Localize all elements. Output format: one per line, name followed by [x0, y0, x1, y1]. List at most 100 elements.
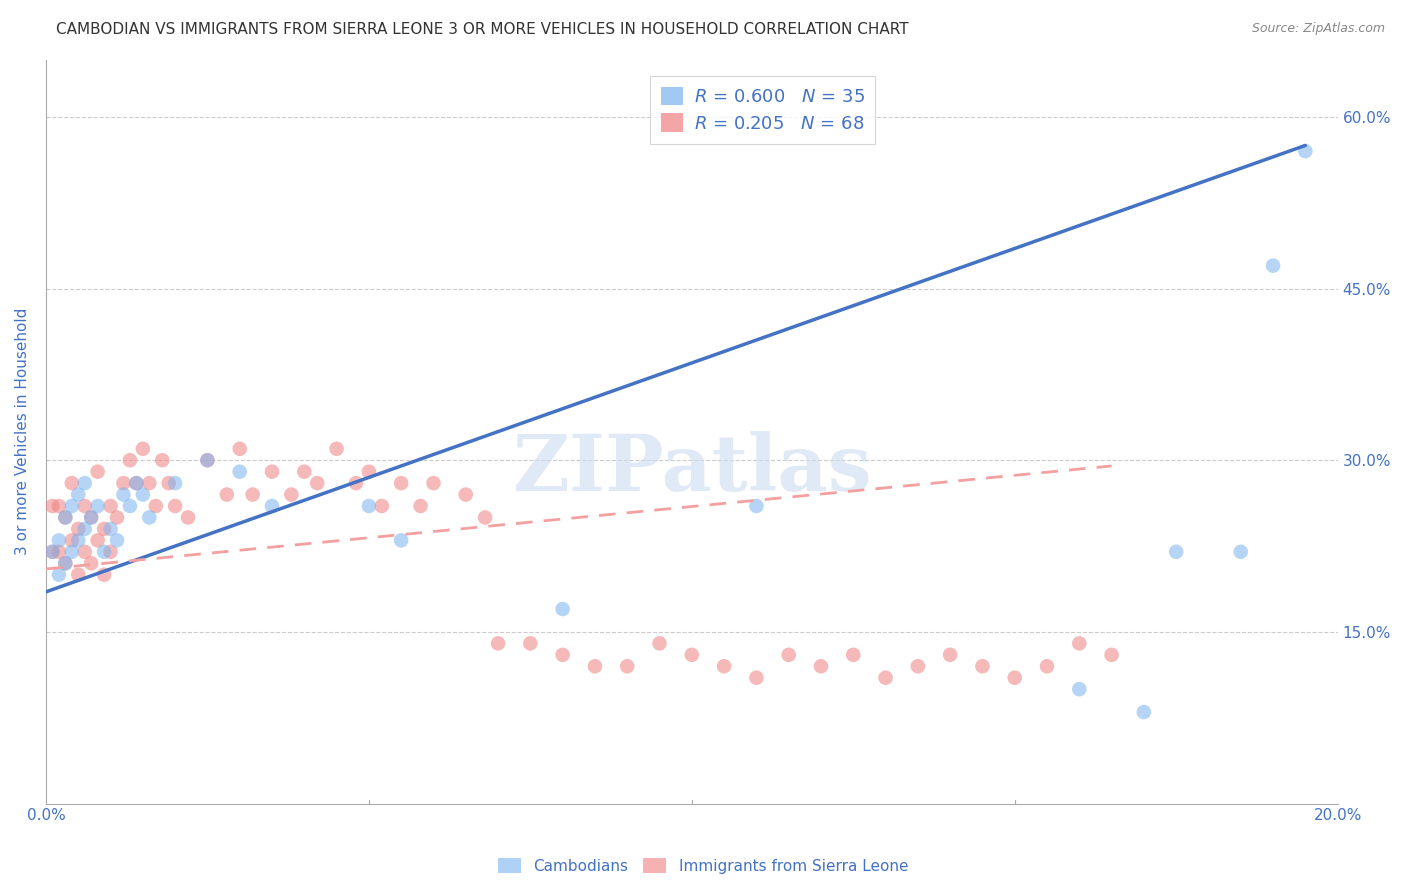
Point	[93, 545, 115, 559]
Point	[228, 442, 250, 456]
Point	[100, 522, 122, 536]
Point	[165, 476, 187, 491]
Legend: $\mathit{R}$ = 0.600   $\mathit{N}$ = 35, $\mathit{R}$ = 0.205   $\mathit{N}$ = : $\mathit{R}$ = 0.600 $\mathit{N}$ = 35, …	[650, 76, 876, 144]
Point	[86, 465, 108, 479]
Point	[132, 442, 155, 456]
Point	[41, 545, 63, 559]
Point	[67, 533, 90, 548]
Point	[371, 499, 394, 513]
Point	[486, 636, 509, 650]
Point	[67, 567, 90, 582]
Point	[165, 499, 187, 513]
Point	[1261, 259, 1284, 273]
Point	[48, 533, 70, 548]
Point	[280, 487, 302, 501]
Point	[389, 476, 412, 491]
Point	[939, 648, 962, 662]
Point	[1166, 545, 1188, 559]
Point	[145, 499, 167, 513]
Point	[60, 545, 83, 559]
Point	[242, 487, 264, 501]
Point	[197, 453, 219, 467]
Point	[215, 487, 238, 501]
Point	[60, 499, 83, 513]
Point	[53, 510, 76, 524]
Point	[73, 499, 96, 513]
Point	[307, 476, 329, 491]
Text: Source: ZipAtlas.com: Source: ZipAtlas.com	[1251, 22, 1385, 36]
Point	[48, 499, 70, 513]
Point	[73, 476, 96, 491]
Point	[551, 648, 574, 662]
Point	[681, 648, 703, 662]
Text: CAMBODIAN VS IMMIGRANTS FROM SIERRA LEONE 3 OR MORE VEHICLES IN HOUSEHOLD CORREL: CAMBODIAN VS IMMIGRANTS FROM SIERRA LEON…	[56, 22, 908, 37]
Point	[48, 567, 70, 582]
Y-axis label: 3 or more Vehicles in Household: 3 or more Vehicles in Household	[15, 308, 30, 556]
Text: ZIPatlas: ZIPatlas	[512, 431, 872, 507]
Point	[1004, 671, 1026, 685]
Point	[73, 545, 96, 559]
Point	[357, 499, 380, 513]
Point	[118, 453, 141, 467]
Point	[100, 545, 122, 559]
Point	[713, 659, 735, 673]
Point	[1229, 545, 1251, 559]
Point	[344, 476, 367, 491]
Point	[86, 499, 108, 513]
Point	[745, 671, 768, 685]
Point	[67, 487, 90, 501]
Point	[519, 636, 541, 650]
Point	[150, 453, 173, 467]
Point	[1069, 682, 1091, 697]
Legend: Cambodians, Immigrants from Sierra Leone: Cambodians, Immigrants from Sierra Leone	[492, 852, 914, 880]
Point	[1036, 659, 1059, 673]
Point	[972, 659, 994, 673]
Point	[292, 465, 315, 479]
Point	[80, 510, 103, 524]
Point	[422, 476, 444, 491]
Point	[1069, 636, 1091, 650]
Point	[80, 510, 103, 524]
Point	[53, 510, 76, 524]
Point	[80, 556, 103, 570]
Point	[177, 510, 200, 524]
Point	[48, 545, 70, 559]
Point	[228, 465, 250, 479]
Point	[260, 465, 283, 479]
Point	[551, 602, 574, 616]
Point	[745, 499, 768, 513]
Point	[1294, 144, 1316, 158]
Point	[157, 476, 180, 491]
Point	[474, 510, 496, 524]
Point	[60, 533, 83, 548]
Point	[132, 487, 155, 501]
Point	[409, 499, 432, 513]
Point	[389, 533, 412, 548]
Point	[93, 522, 115, 536]
Point	[616, 659, 638, 673]
Point	[1101, 648, 1123, 662]
Point	[41, 545, 63, 559]
Point	[60, 476, 83, 491]
Point	[105, 533, 128, 548]
Point	[138, 510, 160, 524]
Point	[112, 476, 135, 491]
Point	[112, 487, 135, 501]
Point	[53, 556, 76, 570]
Point	[325, 442, 347, 456]
Point	[454, 487, 477, 501]
Point	[73, 522, 96, 536]
Point	[125, 476, 148, 491]
Point	[648, 636, 671, 650]
Point	[810, 659, 832, 673]
Point	[118, 499, 141, 513]
Point	[41, 499, 63, 513]
Point	[125, 476, 148, 491]
Point	[778, 648, 800, 662]
Point	[357, 465, 380, 479]
Point	[842, 648, 865, 662]
Point	[197, 453, 219, 467]
Point	[260, 499, 283, 513]
Point	[105, 510, 128, 524]
Point	[138, 476, 160, 491]
